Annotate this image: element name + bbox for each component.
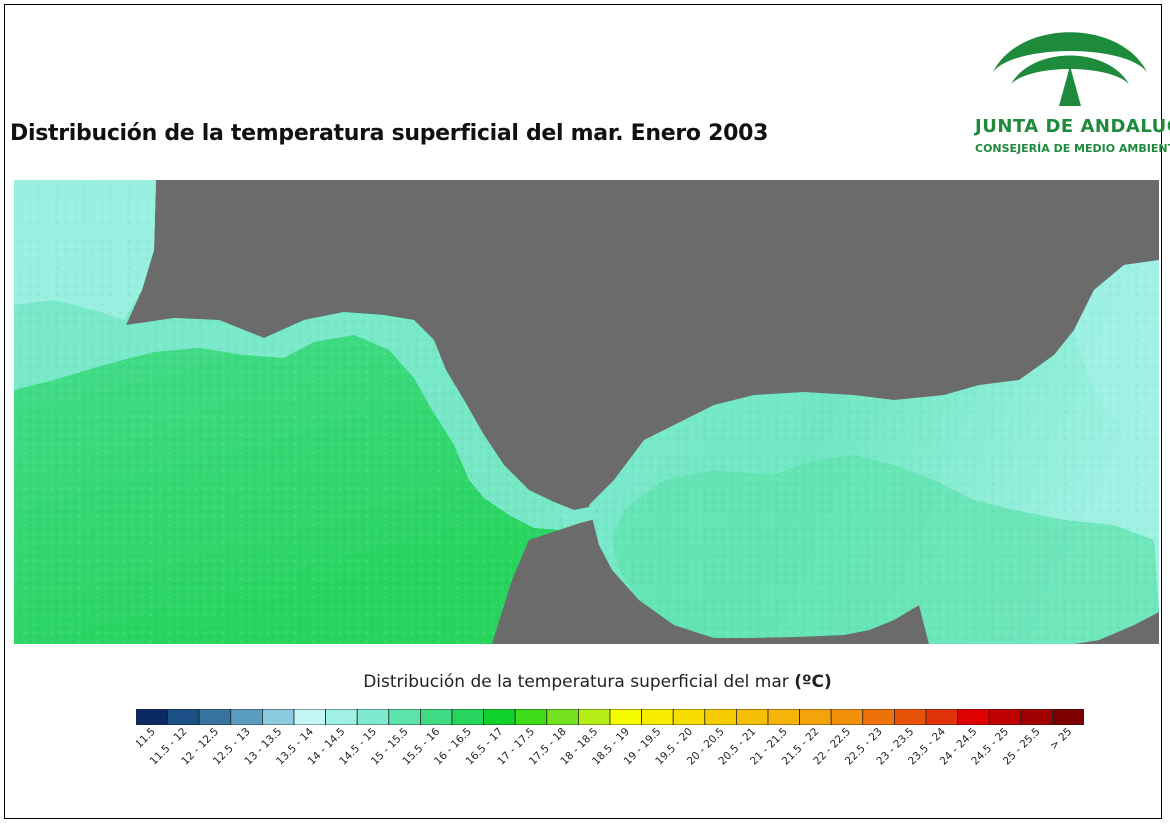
logo-subtitle: CONSEJERÍA DE MEDIO AMBIENTE [975,142,1170,155]
legend-unit: (ºC) [794,672,832,692]
logo-name: JUNTA DE ANDALUCIA [975,116,1170,137]
sea-temperature-map [14,180,1159,644]
legend-swatch [451,709,485,725]
legend-title-text: Distribución de la temperatura superfici… [363,672,789,692]
legend-swatch [925,709,959,725]
legend-swatch [704,709,737,725]
legend-swatch [736,709,769,725]
legend-swatch [198,709,232,725]
legend-swatch [293,709,327,725]
legend-swatch [167,709,200,725]
legend-swatch [136,709,169,725]
junta-de-andalucia-logo: JUNTA DE ANDALUCIA CONSEJERÍA DE MEDIO A… [975,14,1170,164]
legend-swatch [388,709,421,725]
legend-swatch [325,709,358,725]
legend-swatch [262,709,295,725]
logo-arc-outer [993,32,1147,72]
legend-swatch [767,709,801,725]
figure-title: Distribución de la temperatura superfici… [10,121,769,146]
legend-color-bar [136,709,1084,725]
speckle-texture-med [589,260,1159,644]
legend-swatch [1052,709,1084,725]
legend-swatch [830,709,864,725]
legend-swatch [546,709,579,725]
legend-swatch [483,709,516,725]
legend-swatch [862,709,895,725]
legend-swatch [799,709,832,725]
logo-triangle [1059,66,1081,106]
legend-swatch [894,709,927,725]
legend-swatch [577,709,611,725]
legend-swatch [957,709,990,725]
logo-arc-inner [1011,55,1129,84]
legend-title: Distribución de la temperatura superfici… [0,672,1170,692]
legend-swatch [356,709,390,725]
legend-swatch [514,709,548,725]
logo-emblem [993,32,1147,106]
legend-swatch [641,709,674,725]
legend-swatch [419,709,453,725]
speckle-texture [14,180,599,644]
legend-swatch [672,709,706,725]
legend-swatch [1020,709,1053,725]
legend-class-label: > 25 [1048,726,1075,752]
legend-swatch [609,709,643,725]
figure-frame [4,4,1162,819]
legend-swatch [988,709,1022,725]
legend-swatch [230,709,263,725]
